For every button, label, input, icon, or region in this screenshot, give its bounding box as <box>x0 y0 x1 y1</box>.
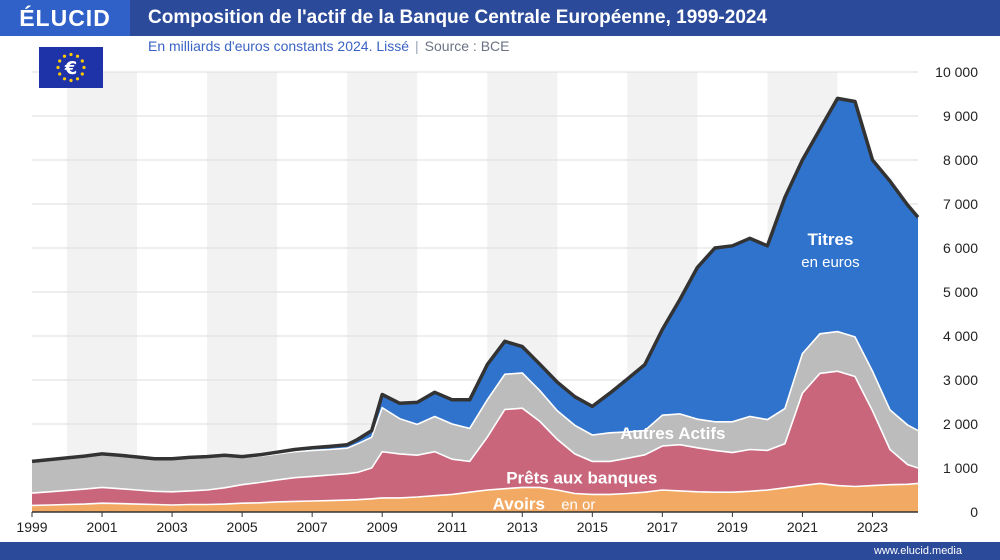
flag-star <box>56 65 60 70</box>
x-tick-label: 2009 <box>367 519 398 535</box>
area-autres-actifs <box>32 331 918 494</box>
x-tick-label: 2011 <box>437 519 467 535</box>
flag-star <box>62 54 67 58</box>
total-line <box>31 96 920 464</box>
chart-subtitle: En milliards d'euros constants 2024. Lis… <box>148 38 510 54</box>
area-label: Prêts aux banques <box>506 469 657 488</box>
eu-flag-graphic: € <box>56 52 86 83</box>
area-label: Titres <box>807 230 853 249</box>
subtitle-text: En milliards d'euros constants 2024. Lis… <box>148 38 410 54</box>
y-tick-label: 6 000 <box>943 240 978 256</box>
flag-star <box>58 72 62 76</box>
flag-star <box>75 54 80 58</box>
svg-text:€: € <box>64 58 78 79</box>
y-tick-label: 3 000 <box>943 372 978 388</box>
x-tick-label: 2013 <box>507 519 538 535</box>
area-label: en or <box>561 497 595 514</box>
x-tick-label: 2005 <box>227 519 258 535</box>
layer-separator-line <box>31 370 919 494</box>
footer-site-link[interactable]: www.elucid.media <box>873 545 962 557</box>
y-tick-label: 0 <box>970 504 978 520</box>
flag-star <box>80 72 84 76</box>
area-label: en euros <box>801 254 859 271</box>
area-titres-en-euros <box>32 98 918 463</box>
y-tick-label: 8 000 <box>943 152 978 168</box>
flag-star <box>69 52 73 57</box>
x-tick-label: 2021 <box>787 519 818 535</box>
y-tick-label: 1 000 <box>943 460 978 476</box>
x-tick-label: 2003 <box>157 519 188 535</box>
y-tick-label: 10 000 <box>935 64 978 80</box>
y-axis: 0 1 000 2 000 3 000 4 000 5 000 6 000 7 000 8 00… <box>935 64 978 520</box>
y-tick-label: 7 000 <box>943 196 978 212</box>
y-tick-label: 5 000 <box>943 284 978 300</box>
flag-star <box>80 59 84 63</box>
flag-star <box>75 77 80 81</box>
x-axis: 1999 2001 2003 2005 2007 2009 2011 2013 2015 2017… <box>16 511 918 535</box>
footer-bar <box>0 542 1000 560</box>
header-bar <box>0 0 1000 36</box>
subtitle-separator: | <box>415 38 419 54</box>
flag-star <box>58 59 62 63</box>
eu-flag-euro-icon: € <box>39 47 103 88</box>
area-label: Autres Actifs <box>620 424 725 443</box>
flag-star <box>62 77 67 81</box>
y-tick-label: 2 000 <box>943 416 978 432</box>
x-tick-label: 2007 <box>297 519 328 535</box>
area-avoirs-en-or <box>32 483 918 512</box>
flag-star <box>82 65 86 70</box>
flag-star <box>69 78 73 83</box>
layer-separator-line <box>31 482 919 507</box>
source-text: Source : BCE <box>424 38 510 54</box>
total-line-group <box>31 96 920 464</box>
chart-title: Composition de l'actif de la Banque Cent… <box>148 7 768 28</box>
y-tick-label: 9 000 <box>943 108 978 124</box>
x-tick-label: 2001 <box>86 519 117 535</box>
x-tick-label: 2023 <box>857 519 888 535</box>
x-tick-label: 2017 <box>647 519 678 535</box>
x-tick-label: 2015 <box>577 519 608 535</box>
area-label: Avoirs <box>493 495 545 514</box>
y-tick-label: 4 000 <box>943 328 978 344</box>
x-tick-label: 2019 <box>717 519 748 535</box>
area-labels: Titres en euros Autres Actifs Prêts aux ban… <box>493 230 860 513</box>
brand-logo[interactable]: ÉLUCID <box>0 0 130 36</box>
area-prets-aux-banques <box>32 371 918 506</box>
x-tick-label: 1999 <box>16 519 47 535</box>
